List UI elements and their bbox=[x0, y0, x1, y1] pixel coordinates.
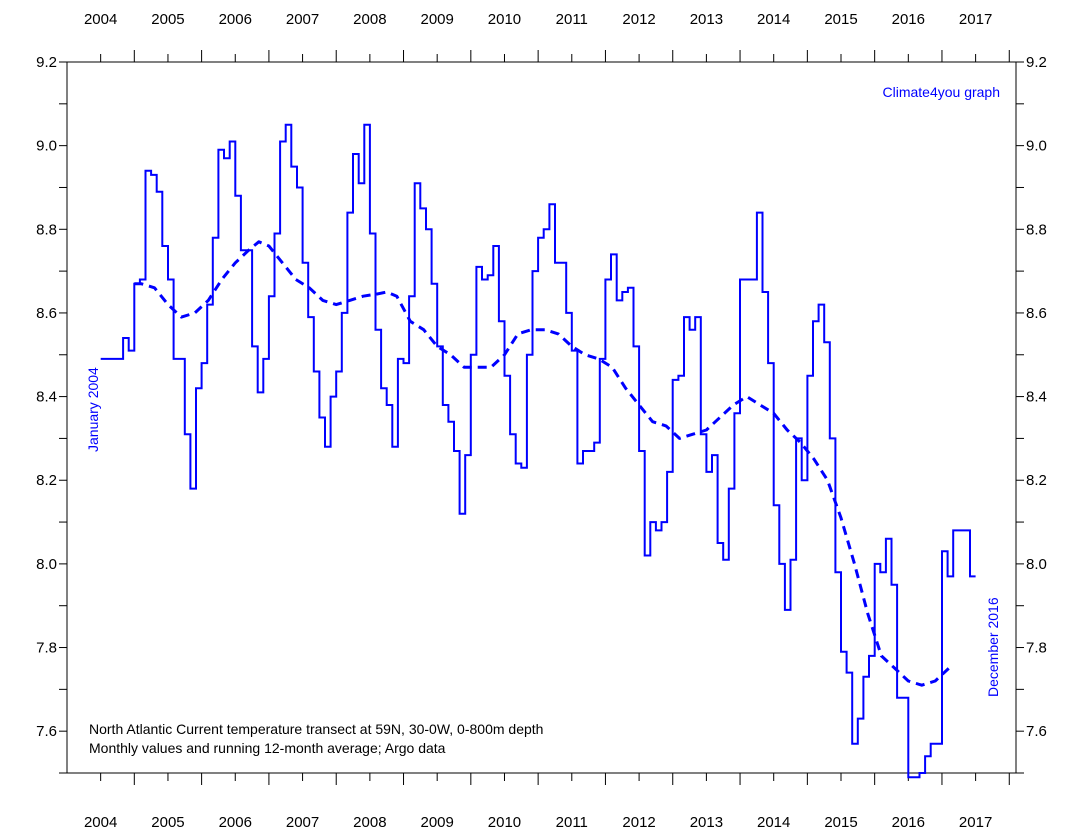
axis-ticks bbox=[59, 50, 1024, 785]
y-tick-label-right: 9.0 bbox=[1026, 138, 1047, 155]
x-tick-label-bottom: 2015 bbox=[824, 814, 857, 831]
y-tick-labels-right: 7.6 7.8 8.0 8.2 8.4 8.6 8.8 9.0 9.2 bbox=[1026, 54, 1047, 740]
caption-line-1: North Atlantic Current temperature trans… bbox=[89, 721, 543, 737]
x-tick-label-top: 2012 bbox=[622, 11, 655, 28]
caption-line-2: Monthly values and running 12-month aver… bbox=[89, 740, 446, 756]
x-tick-label-bottom: 2004 bbox=[84, 814, 117, 831]
x-tick-label-top: 2013 bbox=[690, 11, 723, 28]
x-tick-label-bottom: 2012 bbox=[622, 814, 655, 831]
x-tick-label-bottom: 2016 bbox=[892, 814, 925, 831]
x-tick-label-top: 2016 bbox=[892, 11, 925, 28]
x-tick-labels-bottom: 2004 2005 2006 2007 2008 2009 2010 2011 2012 2013… bbox=[84, 814, 992, 831]
y-tick-label-right: 8.0 bbox=[1026, 556, 1047, 573]
x-tick-label-bottom: 2014 bbox=[757, 814, 790, 831]
x-tick-label-bottom: 2009 bbox=[420, 814, 453, 831]
x-tick-label-top: 2014 bbox=[757, 11, 790, 28]
x-tick-label-bottom: 2006 bbox=[219, 814, 252, 831]
x-tick-label-top: 2005 bbox=[151, 11, 184, 28]
y-tick-label-left: 8.8 bbox=[36, 221, 57, 238]
x-tick-label-top: 2010 bbox=[488, 11, 521, 28]
x-tick-label-top: 2017 bbox=[959, 11, 992, 28]
y-tick-label-left: 7.8 bbox=[36, 640, 57, 657]
y-tick-label-left: 7.6 bbox=[36, 723, 57, 740]
x-tick-label-top: 2006 bbox=[219, 11, 252, 28]
x-tick-label-bottom: 2007 bbox=[286, 814, 319, 831]
series-layer bbox=[100, 123, 976, 779]
y-tick-label-right: 9.2 bbox=[1026, 54, 1047, 71]
credit-label: Climate4you graph bbox=[882, 84, 1000, 100]
y-tick-label-left: 9.2 bbox=[36, 54, 57, 71]
x-tick-label-bottom: 2017 bbox=[959, 814, 992, 831]
x-tick-label-top: 2004 bbox=[84, 11, 117, 28]
plot-frame bbox=[66, 61, 1017, 774]
y-tick-label-right: 8.6 bbox=[1026, 305, 1047, 322]
x-tick-label-top: 2015 bbox=[824, 11, 857, 28]
monthly-series-line bbox=[100, 123, 976, 779]
end-label: December 2016 bbox=[985, 597, 1001, 697]
y-tick-label-right: 7.6 bbox=[1026, 723, 1047, 740]
x-tick-label-top: 2009 bbox=[420, 11, 453, 28]
x-tick-label-bottom: 2008 bbox=[353, 814, 386, 831]
x-tick-label-bottom: 2011 bbox=[556, 814, 588, 831]
x-tick-labels-top: 2004 2005 2006 2007 2008 2009 2010 2011 2012 2013… bbox=[84, 11, 992, 28]
y-tick-label-right: 7.8 bbox=[1026, 640, 1047, 657]
x-tick-label-bottom: 2005 bbox=[151, 814, 184, 831]
y-tick-label-right: 8.8 bbox=[1026, 221, 1047, 238]
x-tick-label-top: 2008 bbox=[353, 11, 386, 28]
y-tick-label-left: 9.0 bbox=[36, 138, 57, 155]
x-tick-label-top: 2007 bbox=[286, 11, 319, 28]
y-tick-label-left: 8.4 bbox=[36, 389, 57, 406]
x-tick-label-bottom: 2010 bbox=[488, 814, 521, 831]
x-tick-label-bottom: 2013 bbox=[690, 814, 723, 831]
start-label: January 2004 bbox=[85, 367, 101, 452]
y-tick-label-right: 8.4 bbox=[1026, 389, 1047, 406]
y-tick-label-left: 8.6 bbox=[36, 305, 57, 322]
y-tick-label-left: 8.2 bbox=[36, 472, 57, 489]
y-tick-label-right: 8.2 bbox=[1026, 472, 1047, 489]
y-tick-labels-left: 7.6 7.8 8.0 8.2 8.4 8.6 8.8 9.0 9.2 bbox=[36, 54, 57, 740]
x-tick-label-top: 2011 bbox=[556, 11, 588, 28]
running-average-line bbox=[134, 240, 950, 687]
y-tick-label-left: 8.0 bbox=[36, 556, 57, 573]
